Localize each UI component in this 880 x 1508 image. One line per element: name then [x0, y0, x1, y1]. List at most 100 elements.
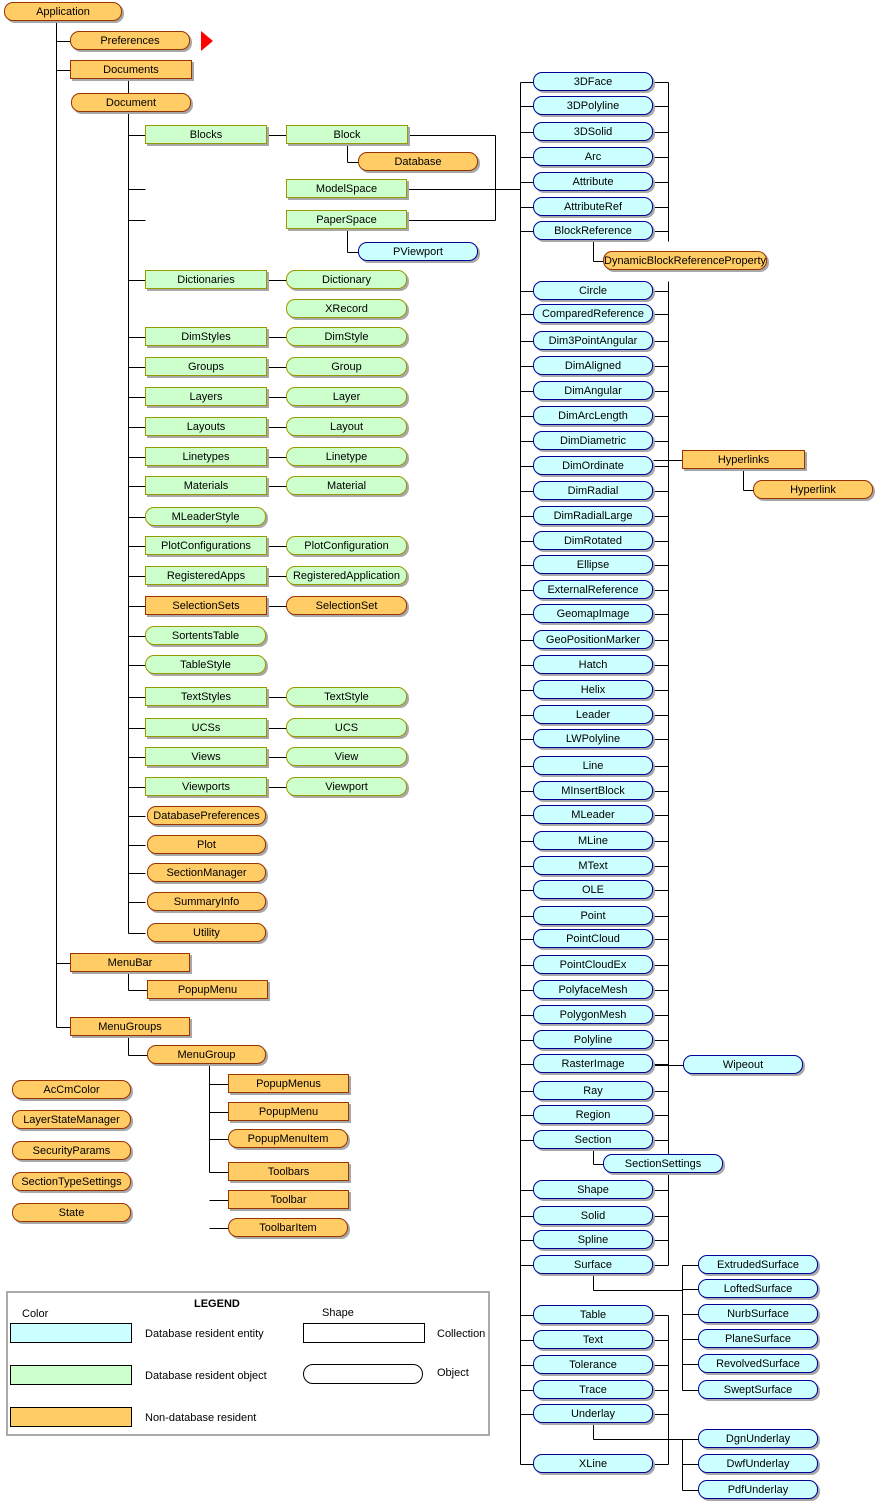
node-material[interactable]: Material — [286, 476, 407, 495]
node-sectiontypesettings[interactable]: SectionTypeSettings — [12, 1172, 131, 1191]
node-ray[interactable]: Ray — [533, 1081, 653, 1100]
node-wipeout[interactable]: Wipeout — [683, 1055, 803, 1074]
node-database[interactable]: Database — [358, 152, 478, 171]
node-extrudedsurface[interactable]: ExtrudedSurface — [698, 1255, 818, 1274]
node-pointcloud[interactable]: PointCloud — [533, 929, 653, 948]
node-geopositionmarker[interactable]: GeoPositionMarker — [533, 630, 653, 649]
node-region[interactable]: Region — [533, 1105, 653, 1124]
node-table[interactable]: Table — [533, 1305, 653, 1324]
node-toolbaritem[interactable]: ToolbarItem — [228, 1218, 348, 1237]
node-revolvedsurface[interactable]: RevolvedSurface — [698, 1354, 818, 1373]
node-dimordinate[interactable]: DimOrdinate — [533, 456, 653, 475]
node-groups[interactable]: Groups — [145, 357, 267, 376]
node-3dsolid[interactable]: 3DSolid — [533, 122, 653, 141]
node-registeredapps[interactable]: RegisteredApps — [145, 566, 267, 585]
node-layer[interactable]: Layer — [286, 387, 407, 406]
node-popupmenu[interactable]: PopupMenu — [147, 980, 268, 999]
node-popupmenu[interactable]: PopupMenu — [228, 1102, 349, 1121]
node-externalreference[interactable]: ExternalReference — [533, 580, 653, 599]
node-dim3pointangular[interactable]: Dim3PointAngular — [533, 331, 653, 350]
node-mleader[interactable]: MLeader — [533, 805, 653, 824]
node-3dface[interactable]: 3DFace — [533, 72, 653, 91]
node-helix[interactable]: Helix — [533, 680, 653, 699]
node-group[interactable]: Group — [286, 357, 407, 376]
node-mline[interactable]: MLine — [533, 831, 653, 850]
node-paperspace[interactable]: PaperSpace — [286, 210, 407, 229]
node-plotconfigurations[interactable]: PlotConfigurations — [145, 536, 267, 555]
node-dictionary[interactable]: Dictionary — [286, 270, 407, 289]
node-tablestyle[interactable]: TableStyle — [145, 655, 266, 674]
node-viewport[interactable]: Viewport — [286, 777, 407, 796]
node-planesurface[interactable]: PlaneSurface — [698, 1329, 818, 1348]
node-pdfunderlay[interactable]: PdfUnderlay — [698, 1480, 818, 1499]
node-plotconfiguration[interactable]: PlotConfiguration — [286, 536, 407, 555]
node-toolbars[interactable]: Toolbars — [228, 1162, 349, 1181]
node-state[interactable]: State — [12, 1203, 131, 1222]
node-sweptsurface[interactable]: SweptSurface — [698, 1380, 818, 1399]
node-pointcloudex[interactable]: PointCloudEx — [533, 955, 653, 974]
node-loftedsurface[interactable]: LoftedSurface — [698, 1279, 818, 1298]
node-lwpolyline[interactable]: LWPolyline — [533, 729, 653, 748]
node-tolerance[interactable]: Tolerance — [533, 1355, 653, 1374]
node-summaryinfo[interactable]: SummaryInfo — [147, 892, 266, 911]
node-dimradial[interactable]: DimRadial — [533, 481, 653, 500]
node-nurbsurface[interactable]: NurbSurface — [698, 1304, 818, 1323]
node-geomapimage[interactable]: GeomapImage — [533, 604, 653, 623]
node-textstyle[interactable]: TextStyle — [286, 687, 407, 706]
node-3dpolyline[interactable]: 3DPolyline — [533, 96, 653, 115]
node-polyline[interactable]: Polyline — [533, 1030, 653, 1049]
node-dimstyle[interactable]: DimStyle — [286, 327, 407, 346]
node-dimdiametric[interactable]: DimDiametric — [533, 431, 653, 450]
node-preferences[interactable]: Preferences — [70, 31, 190, 50]
node-arc[interactable]: Arc — [533, 147, 653, 166]
node-trace[interactable]: Trace — [533, 1380, 653, 1399]
node-linetype[interactable]: Linetype — [286, 447, 407, 466]
node-block[interactable]: Block — [286, 125, 408, 144]
node-selectionset[interactable]: SelectionSet — [286, 596, 407, 615]
node-viewports[interactable]: Viewports — [145, 777, 267, 796]
node-ucs[interactable]: UCS — [286, 718, 407, 737]
node-menugroup[interactable]: MenuGroup — [147, 1045, 266, 1064]
node-minsertblock[interactable]: MInsertBlock — [533, 781, 653, 800]
node-attribute[interactable]: Attribute — [533, 172, 653, 191]
node-dimangular[interactable]: DimAngular — [533, 381, 653, 400]
node-dynamicblockreferenceproperty[interactable]: DynamicBlockReferenceProperty — [603, 251, 767, 270]
node-dimaligned[interactable]: DimAligned — [533, 356, 653, 375]
node-sectionsettings[interactable]: SectionSettings — [603, 1154, 723, 1173]
node-pviewport[interactable]: PViewport — [358, 242, 478, 261]
node-menubar[interactable]: MenuBar — [70, 953, 190, 972]
node-layerstatemanager[interactable]: LayerStateManager — [12, 1110, 131, 1129]
node-dimrotated[interactable]: DimRotated — [533, 531, 653, 550]
node-dictionaries[interactable]: Dictionaries — [145, 270, 267, 289]
node-text[interactable]: Text — [533, 1330, 653, 1349]
node-toolbar[interactable]: Toolbar — [228, 1190, 349, 1209]
node-rasterimage[interactable]: RasterImage — [533, 1054, 653, 1073]
node-shape[interactable]: Shape — [533, 1180, 653, 1199]
node-underlay[interactable]: Underlay — [533, 1404, 653, 1423]
node-layouts[interactable]: Layouts — [145, 417, 267, 436]
node-hyperlinks[interactable]: Hyperlinks — [682, 450, 805, 469]
node-utility[interactable]: Utility — [147, 923, 266, 942]
node-spline[interactable]: Spline — [533, 1230, 653, 1249]
node-xline[interactable]: XLine — [533, 1454, 653, 1473]
node-dgnunderlay[interactable]: DgnUnderlay — [698, 1429, 818, 1448]
node-point[interactable]: Point — [533, 906, 653, 925]
node-sortentstable[interactable]: SortentsTable — [145, 626, 266, 645]
node-securityparams[interactable]: SecurityParams — [12, 1141, 131, 1160]
node-sectionmanager[interactable]: SectionManager — [147, 863, 266, 882]
node-menugroups[interactable]: MenuGroups — [70, 1017, 190, 1036]
node-dimarclength[interactable]: DimArcLength — [533, 406, 653, 425]
node-blockreference[interactable]: BlockReference — [533, 221, 653, 240]
node-line[interactable]: Line — [533, 756, 653, 775]
node-comparedreference[interactable]: ComparedReference — [533, 304, 653, 323]
node-document[interactable]: Document — [71, 93, 191, 112]
node-ole[interactable]: OLE — [533, 880, 653, 899]
node-solid[interactable]: Solid — [533, 1206, 653, 1225]
node-accmcolor[interactable]: AcCmColor — [12, 1080, 131, 1099]
node-attributeref[interactable]: AttributeRef — [533, 197, 653, 216]
node-blocks[interactable]: Blocks — [145, 125, 267, 144]
node-selectionsets[interactable]: SelectionSets — [145, 596, 267, 615]
node-textstyles[interactable]: TextStyles — [145, 687, 267, 706]
node-view[interactable]: View — [286, 747, 407, 766]
node-xrecord[interactable]: XRecord — [286, 299, 407, 318]
